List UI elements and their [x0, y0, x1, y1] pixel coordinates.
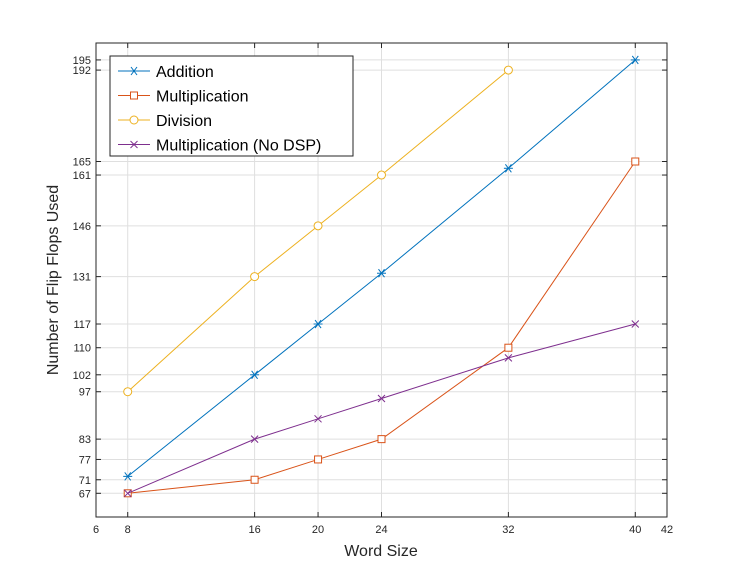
- x-tick-label: 16: [248, 524, 260, 536]
- data-point: [377, 394, 386, 403]
- square-marker: [631, 157, 640, 166]
- x-tick-label: 32: [502, 524, 514, 536]
- circle-marker: [123, 387, 133, 397]
- data-point: [313, 221, 323, 231]
- y-tick-label: 71: [79, 475, 91, 487]
- y-tick-label: 67: [79, 488, 91, 500]
- x-marker-stroke: [631, 320, 640, 328]
- x-marker-stroke: [130, 140, 138, 149]
- x-tick-label: 24: [375, 524, 387, 536]
- data-point: [504, 354, 513, 362]
- data-point: [314, 455, 323, 464]
- asterisk-marker-stroke: [124, 472, 132, 481]
- circle-marker: [250, 272, 260, 282]
- y-tick-label: 131: [73, 272, 91, 284]
- x-tick-label: 20: [312, 524, 324, 536]
- legend-box: [109, 55, 354, 157]
- data-point: [313, 319, 323, 329]
- legend-swatch-marker: [129, 115, 139, 125]
- data-point: [123, 472, 133, 481]
- data-point: [250, 272, 260, 282]
- legend-label: Multiplication: [156, 89, 248, 106]
- x-marker-stroke: [504, 354, 513, 362]
- x-marker-stroke: [314, 414, 322, 423]
- square-marker: [250, 475, 259, 484]
- asterisk-marker-stroke: [251, 370, 259, 380]
- x-tick-label: 6: [93, 524, 99, 536]
- x-tick-label: 8: [125, 524, 131, 536]
- legend-swatch-marker: [130, 91, 138, 100]
- series-multiplication-no-dsp: [123, 320, 640, 498]
- series-division: [123, 65, 513, 397]
- series-line: [127, 323, 636, 494]
- y-tick-label: 110: [73, 343, 91, 355]
- legend-label: Multiplication (No DSP): [156, 138, 321, 155]
- x-axis-label: Word Size: [344, 543, 418, 560]
- y-tick-label: 117: [73, 319, 91, 331]
- data-point: [123, 489, 132, 498]
- square-marker: [504, 343, 513, 352]
- data-point: [377, 268, 386, 278]
- data-point: [631, 157, 640, 166]
- y-tick-label: 77: [79, 454, 91, 466]
- data-point: [250, 435, 259, 443]
- y-tick-label: 192: [73, 65, 91, 77]
- asterisk-marker-stroke: [314, 319, 322, 329]
- legend-item: Multiplication: [118, 89, 248, 106]
- circle-marker: [503, 65, 513, 75]
- y-tick-label: 83: [79, 434, 91, 446]
- y-tick-label: 97: [79, 387, 91, 399]
- circle-marker: [313, 221, 323, 231]
- data-point: [631, 320, 640, 328]
- asterisk-marker-stroke: [130, 66, 138, 76]
- y-tick-label: 146: [73, 221, 91, 233]
- square-marker: [130, 91, 138, 100]
- legend: Addition Multiplication Division Multiplica…: [109, 55, 354, 157]
- legend-label: Addition: [156, 64, 214, 81]
- square-marker: [377, 435, 386, 444]
- legend-swatch-marker: [130, 140, 138, 149]
- data-point: [250, 475, 259, 484]
- legend-item: Division: [118, 113, 212, 130]
- square-marker: [314, 455, 323, 464]
- y-tick-label: 195: [73, 55, 91, 67]
- data-point: [377, 170, 386, 180]
- legend-item: Multiplication (No DSP): [118, 138, 321, 155]
- x-tick-label: 42: [661, 524, 673, 536]
- y-tick-label: 102: [73, 370, 91, 382]
- y-axis-label: Number of Flip Flops Used: [45, 185, 62, 375]
- y-tick-label: 165: [73, 157, 91, 169]
- circle-marker: [129, 115, 139, 125]
- series-addition: [123, 55, 640, 481]
- data-point: [250, 370, 260, 380]
- x-marker-stroke: [377, 394, 386, 403]
- legend-swatch-marker: [129, 66, 139, 76]
- data-point: [503, 65, 513, 75]
- asterisk-marker-stroke: [378, 268, 385, 278]
- data-point: [504, 343, 513, 352]
- x-marker-stroke: [250, 435, 259, 443]
- asterisk-marker-stroke: [631, 55, 639, 65]
- data-point: [377, 435, 386, 444]
- asterisk-marker-stroke: [504, 163, 512, 173]
- legend-label: Division: [156, 113, 212, 130]
- series-layer: [123, 55, 640, 498]
- circle-marker: [377, 170, 386, 180]
- data-point: [503, 163, 513, 173]
- y-tick-label: 161: [73, 170, 91, 182]
- data-point: [630, 55, 640, 65]
- legend-item: Addition: [118, 64, 214, 81]
- x-tick-label: 40: [629, 524, 641, 536]
- series-line: [127, 161, 636, 494]
- data-point: [314, 414, 322, 423]
- x-marker-stroke: [123, 489, 132, 498]
- series-line: [127, 59, 636, 477]
- data-point: [123, 387, 133, 397]
